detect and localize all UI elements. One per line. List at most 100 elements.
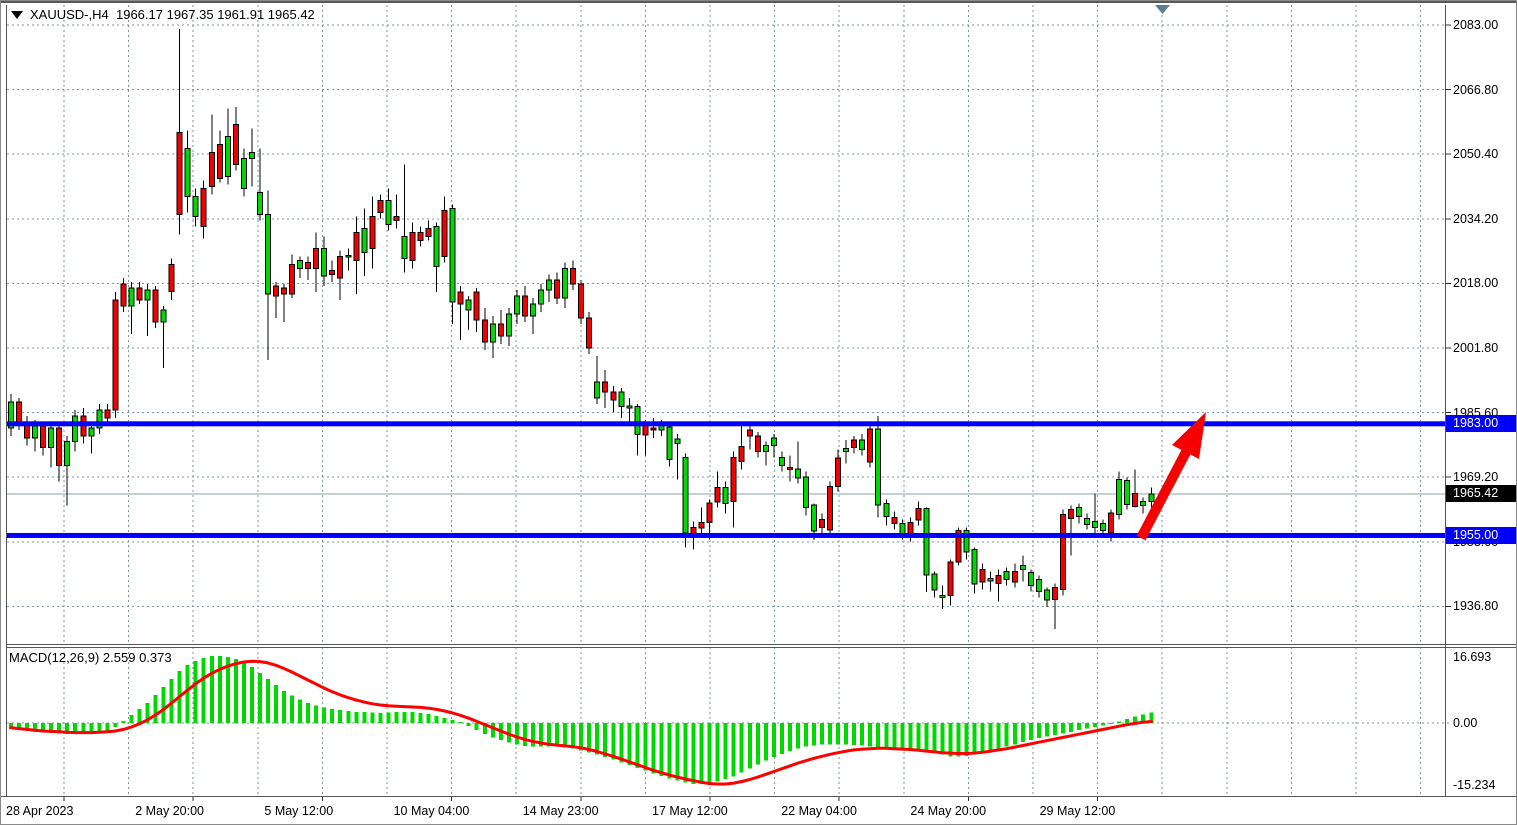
candle-body — [1003, 570, 1010, 580]
macd-bar — [731, 723, 736, 777]
candle-body — [939, 594, 946, 598]
macd-bar — [338, 710, 343, 723]
macd-bar — [17, 723, 22, 731]
candle-body — [216, 144, 223, 180]
macd-bar — [482, 723, 487, 735]
macd-bar — [723, 723, 728, 780]
candle-body — [200, 188, 207, 227]
trend-arrow-head[interactable] — [1172, 412, 1206, 459]
candle-body — [1011, 570, 1018, 583]
candle-body — [698, 522, 705, 529]
macd-bar — [1125, 718, 1130, 723]
candle-body — [682, 457, 689, 534]
macd-bar — [89, 723, 94, 733]
candle-body — [947, 561, 954, 596]
support-line[interactable] — [7, 532, 1445, 538]
symbol-dropdown-icon[interactable] — [11, 11, 23, 19]
candle-body — [883, 503, 890, 518]
candle-body — [1059, 513, 1066, 590]
macd-bar — [450, 719, 455, 723]
macd-bar — [1093, 723, 1098, 728]
candle-body — [955, 529, 962, 563]
macd-bar — [860, 723, 865, 746]
candle-body — [425, 227, 432, 237]
macd-bar — [988, 723, 993, 751]
macd-bar — [1149, 712, 1154, 723]
price-axis-label: 2083.00 — [1453, 18, 1499, 32]
candle-body — [1043, 589, 1050, 601]
macd-bar — [1044, 723, 1049, 737]
macd-bar — [579, 723, 584, 751]
candle-body — [554, 279, 561, 299]
macd-bar — [113, 723, 118, 728]
macd-bar — [900, 723, 905, 750]
macd-bar — [892, 723, 897, 749]
candle-body — [762, 445, 769, 453]
macd-bar — [1020, 723, 1025, 743]
macd-bar — [715, 723, 720, 782]
chart-shift-marker-icon[interactable] — [1155, 5, 1170, 14]
macd-bar — [996, 723, 1001, 749]
macd-bar — [209, 656, 214, 723]
candle-body — [1092, 521, 1099, 528]
resistance-line[interactable] — [7, 421, 1445, 427]
candle-body — [827, 485, 834, 531]
trend-arrow[interactable] — [1136, 412, 1206, 541]
candle-body — [64, 441, 71, 467]
candle-body — [963, 529, 970, 553]
macd-bar — [522, 723, 527, 746]
macd-bar — [603, 723, 608, 758]
macd-bar — [964, 723, 969, 756]
macd-bar — [659, 723, 664, 776]
macd-bar — [298, 699, 303, 723]
macd-bar — [812, 723, 816, 746]
candle-body — [144, 289, 151, 301]
candle-body — [409, 231, 416, 261]
macd-histogram-layer — [9, 656, 1154, 784]
macd-bar — [755, 723, 760, 765]
macd-bar — [884, 723, 889, 748]
macd-bar — [876, 723, 881, 748]
macd-bar — [370, 712, 375, 723]
time-axis-label: 2 May 20:00 — [135, 804, 204, 818]
candle-body — [297, 259, 304, 269]
price-axis-label: 2034.20 — [1453, 211, 1499, 226]
macd-bar — [651, 723, 656, 774]
macd-bar — [241, 662, 246, 723]
candle-body — [537, 289, 544, 305]
price-scale[interactable]: 16.693 0.00 -15.234 — [1446, 1, 1516, 796]
macd-bar — [362, 712, 367, 723]
candle-body — [819, 519, 826, 528]
candle-body — [521, 295, 528, 317]
time-scale[interactable] — [1, 797, 1516, 824]
macd-bar — [161, 686, 166, 723]
macd-bar — [73, 723, 78, 734]
candle-body — [979, 568, 986, 583]
candle-body — [433, 225, 440, 267]
macd-bar — [474, 723, 479, 731]
macd-bar — [1117, 721, 1122, 723]
macd-bar — [265, 678, 270, 723]
candle-body — [594, 381, 601, 399]
candle-body — [690, 526, 697, 534]
macd-bar — [490, 723, 495, 738]
macd-bar — [1012, 723, 1017, 745]
macd-bar — [1085, 723, 1090, 729]
candle-body — [313, 247, 320, 269]
chart-title: XAUUSD-,H4 1966.17 1967.35 1961.91 1965.… — [11, 7, 315, 22]
time-axis-label: 24 May 20:00 — [910, 804, 987, 818]
candle-body — [441, 209, 448, 257]
macd-bar — [65, 723, 70, 734]
macd-bar — [868, 723, 873, 747]
macd-bar — [249, 666, 254, 723]
trend-arrow-shaft[interactable] — [1136, 449, 1191, 541]
candle-body — [513, 295, 520, 315]
macd-bar — [418, 712, 423, 723]
price-axis-label: 2001.80 — [1453, 341, 1499, 355]
price-axis-label: 2050.40 — [1453, 147, 1499, 162]
candle-body — [778, 457, 785, 467]
macd-bar — [1004, 723, 1009, 747]
candle-body — [835, 457, 842, 487]
candle-body — [232, 124, 239, 166]
